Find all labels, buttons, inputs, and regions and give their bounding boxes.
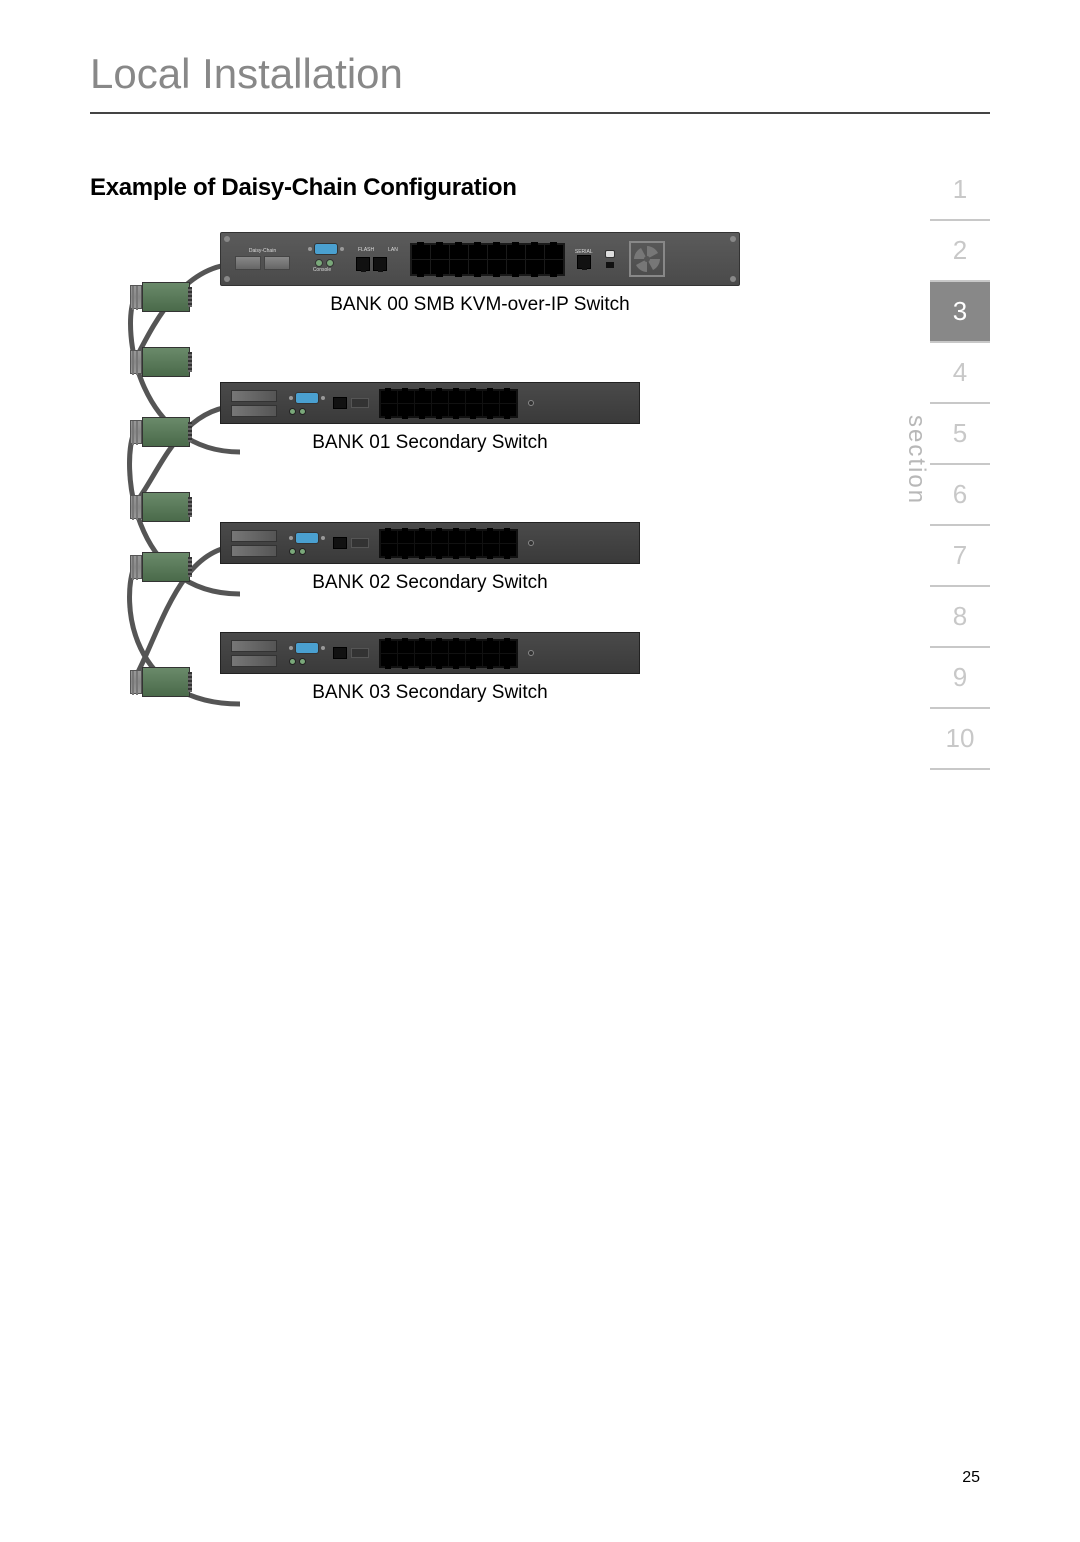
indicator-dot-icon bbox=[528, 540, 534, 546]
page-title: Local Installation bbox=[90, 50, 990, 114]
rj-port-icon bbox=[333, 537, 347, 549]
section-nav-item-5[interactable]: 5 bbox=[930, 404, 990, 465]
section-nav-item-4[interactable]: 4 bbox=[930, 343, 990, 404]
secondary-switch bbox=[220, 522, 640, 564]
port-array bbox=[379, 389, 518, 418]
daisy-chain-label: Daisy-Chain bbox=[249, 248, 276, 254]
cable-connector bbox=[130, 667, 192, 697]
secondary-switch-caption: BANK 02 Secondary Switch bbox=[220, 572, 640, 594]
display-icon bbox=[351, 538, 369, 548]
page-number: 25 bbox=[962, 1469, 980, 1487]
indicator-dot-icon bbox=[528, 650, 534, 656]
primary-switch-block: Daisy-Chain Console FLASH LAN bbox=[220, 232, 740, 316]
fan-icon bbox=[629, 241, 665, 277]
flash-label: FLASH bbox=[358, 247, 374, 253]
section-nav-item-9[interactable]: 9 bbox=[930, 648, 990, 709]
daisy-chain-ports: Daisy-Chain bbox=[235, 248, 290, 270]
section-heading: Example of Daisy-Chain Configuration bbox=[90, 174, 990, 202]
primary-switch-caption: BANK 00 SMB KVM-over-IP Switch bbox=[220, 294, 740, 316]
rj-port-icon bbox=[333, 647, 347, 659]
console-label: Console bbox=[313, 267, 331, 273]
secondary-switch-caption: BANK 03 Secondary Switch bbox=[220, 682, 640, 704]
section-nav-item-1[interactable]: 1 bbox=[930, 160, 990, 221]
vga-port-icon bbox=[314, 243, 338, 255]
section-nav: section 1 2 3 4 5 6 7 8 9 10 bbox=[930, 160, 990, 770]
daisy-chain-diagram: Daisy-Chain Console FLASH LAN bbox=[90, 232, 750, 752]
rj-port-icon bbox=[373, 257, 387, 271]
display-icon bbox=[351, 648, 369, 658]
section-nav-item-10[interactable]: 10 bbox=[930, 709, 990, 770]
rj-port-icon bbox=[356, 257, 370, 271]
section-nav-label: section bbox=[902, 415, 930, 505]
section-nav-item-3[interactable]: 3 bbox=[930, 282, 990, 343]
section-nav-item-2[interactable]: 2 bbox=[930, 221, 990, 282]
power-inlet-icon bbox=[606, 262, 614, 268]
section-nav-item-6[interactable]: 6 bbox=[930, 465, 990, 526]
rj-port-icon bbox=[333, 397, 347, 409]
secondary-switch-caption: BANK 01 Secondary Switch bbox=[220, 432, 640, 454]
vga-port-icon bbox=[295, 642, 319, 654]
port-array bbox=[410, 243, 565, 276]
cable-connector bbox=[130, 417, 192, 447]
lan-label: LAN bbox=[388, 247, 398, 253]
port-array bbox=[379, 639, 518, 668]
power-block bbox=[605, 250, 615, 268]
secondary-switch bbox=[220, 632, 640, 674]
cable-connector bbox=[130, 492, 192, 522]
secondary-switch-block: BANK 03 Secondary Switch bbox=[220, 632, 640, 704]
secondary-switch-block: BANK 02 Secondary Switch bbox=[220, 522, 640, 594]
section-nav-item-8[interactable]: 8 bbox=[930, 587, 990, 648]
cable-connector bbox=[130, 282, 192, 312]
port-array bbox=[379, 529, 518, 558]
section-nav-item-7[interactable]: 7 bbox=[930, 526, 990, 587]
cable-connector bbox=[130, 347, 192, 377]
indicator-dot-icon bbox=[528, 400, 534, 406]
power-button-icon bbox=[605, 250, 615, 258]
primary-switch: Daisy-Chain Console FLASH LAN bbox=[220, 232, 740, 286]
secondary-switch-block: BANK 01 Secondary Switch bbox=[220, 382, 640, 454]
rj-port-icon bbox=[577, 255, 591, 269]
secondary-switch bbox=[220, 382, 640, 424]
display-icon bbox=[351, 398, 369, 408]
cable-connector bbox=[130, 552, 192, 582]
vga-port-icon bbox=[295, 392, 319, 404]
serial-port: SERIAL bbox=[575, 249, 593, 269]
vga-port-icon bbox=[295, 532, 319, 544]
